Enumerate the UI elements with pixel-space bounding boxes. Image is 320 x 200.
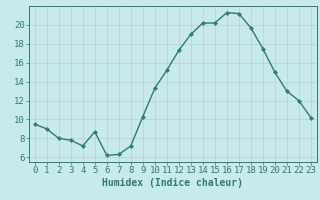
X-axis label: Humidex (Indice chaleur): Humidex (Indice chaleur) — [102, 178, 243, 188]
